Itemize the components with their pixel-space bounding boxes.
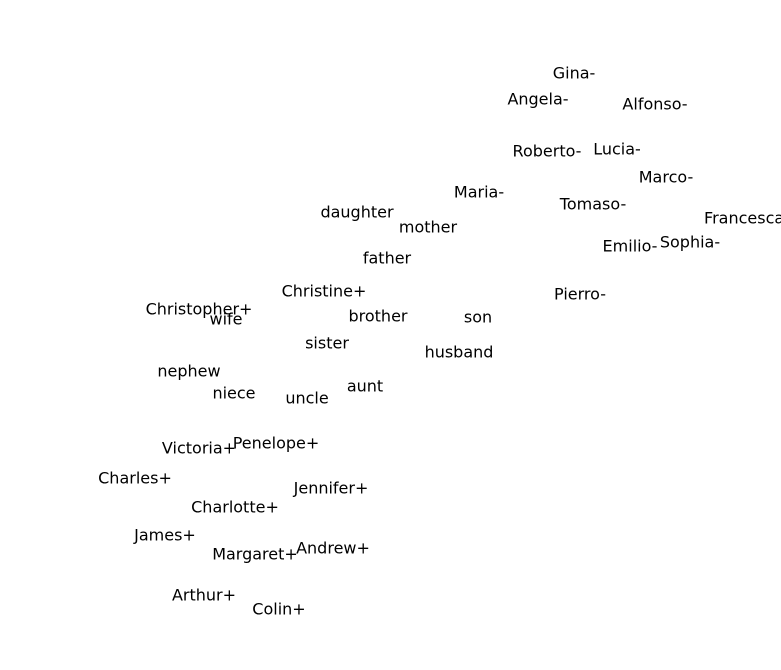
point-label: Victoria+	[162, 439, 236, 458]
point-label: Emilio-	[603, 237, 658, 256]
point-label: Francesca-	[704, 209, 781, 228]
point-label: Maria-	[454, 183, 504, 202]
point-label: Marco-	[639, 168, 694, 187]
point-label: Gina-	[553, 64, 596, 83]
point-label: Roberto-	[513, 142, 582, 161]
point-label: wife	[209, 310, 242, 329]
point-label: Sophia-	[660, 233, 720, 252]
point-label: nephew	[157, 362, 220, 381]
point-label: Angela-	[507, 90, 568, 109]
point-label: Jennifer+	[293, 479, 369, 498]
point-label: Arthur+	[172, 586, 236, 605]
point-label: uncle	[285, 389, 328, 408]
point-label: aunt	[347, 377, 383, 396]
point-label: Andrew+	[296, 539, 370, 558]
point-label: Pierro-	[554, 285, 606, 304]
point-label: sister	[305, 334, 349, 353]
point-label: Margaret+	[212, 545, 298, 564]
point-label: Tomaso-	[559, 195, 626, 214]
point-label: Charles+	[98, 469, 172, 488]
point-label: James+	[133, 526, 196, 545]
point-label: husband	[425, 343, 494, 362]
point-label: mother	[399, 218, 458, 237]
point-label: Charlotte+	[191, 498, 279, 517]
point-label: brother	[348, 307, 407, 326]
point-label: Lucia-	[593, 140, 641, 159]
point-label: Christine+	[282, 282, 367, 301]
point-label: Colin+	[252, 600, 305, 619]
point-label: niece	[212, 384, 255, 403]
point-label: son	[464, 308, 492, 327]
point-label: father	[363, 249, 412, 268]
point-labels: Colin+ Arthur+ Margaret+Andrew+ James+ Charl…	[98, 64, 781, 619]
point-label: daughter	[320, 203, 394, 222]
point-label: Penelope+	[233, 434, 320, 453]
point-label: Christopher+	[146, 300, 253, 319]
point-label: Alfonso-	[622, 95, 687, 114]
